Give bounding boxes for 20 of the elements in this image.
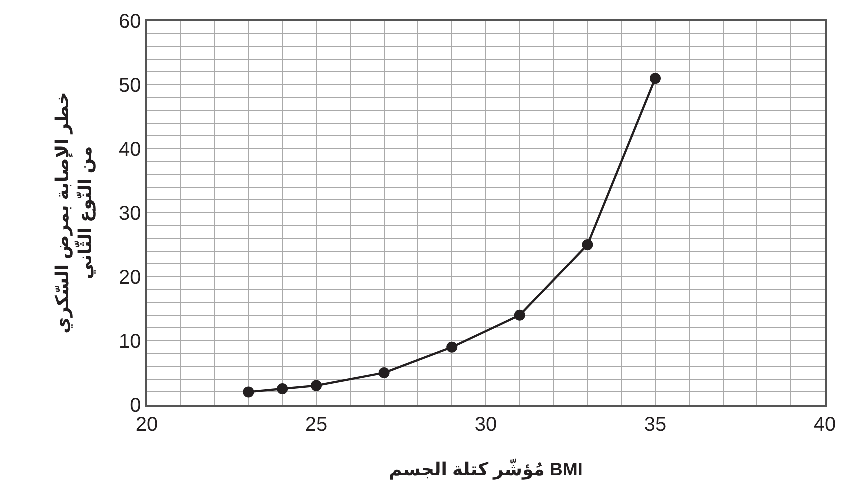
- x-tick-label: 40: [814, 414, 836, 436]
- y-tick-label: 10: [119, 331, 142, 353]
- point: [582, 240, 594, 250]
- y-axis-title: خطر الإصابة بمرض السّكري من النّوع الثّاني: [52, 92, 97, 334]
- y-tick-label: 40: [119, 139, 142, 161]
- x-tick-label: 30: [474, 414, 498, 436]
- x-axis-title: مُؤشّر كتلة الجسم BMI: [389, 458, 583, 480]
- y-tick-label: 30: [119, 203, 142, 225]
- y-tick-label: 20: [119, 267, 142, 289]
- y-tick-label: 60: [119, 11, 142, 33]
- point: [277, 384, 288, 394]
- point: [650, 73, 661, 84]
- point: [378, 368, 390, 378]
- point: [311, 380, 322, 392]
- point: [243, 386, 254, 398]
- y-tick-label: 50: [119, 75, 142, 97]
- point: [514, 310, 526, 321]
- x-tick-label: 35: [644, 414, 667, 436]
- x-tick-label: 25: [305, 414, 328, 436]
- point: [446, 342, 458, 353]
